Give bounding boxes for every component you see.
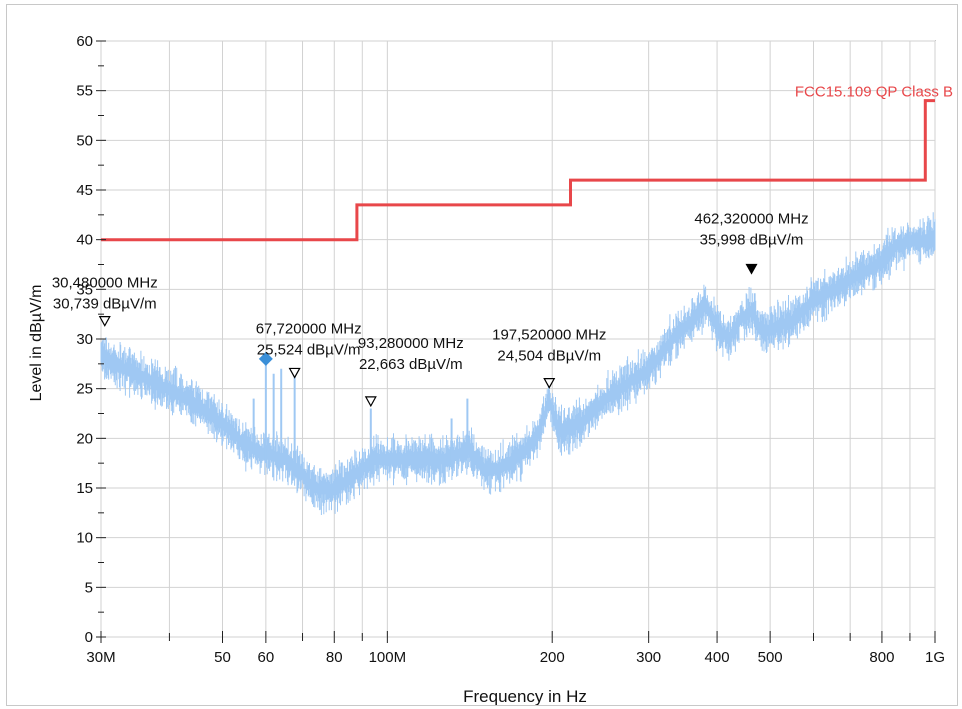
marker-level-label: 30,739 dBµV/m (53, 296, 157, 313)
y-tick-label: 35 (76, 281, 93, 298)
x-tick-label: 60 (258, 649, 275, 666)
measurement-trace (100, 212, 936, 515)
y-tick-label: 50 (76, 132, 93, 149)
chart-frame: FCC15.109 QP Class B 30,480000 MHz 30,739… (6, 4, 958, 706)
x-tick-label: 400 (705, 649, 730, 666)
x-tick-label: 200 (540, 649, 565, 666)
emission-chart: FCC15.109 QP Class B 30,480000 MHz 30,739… (28, 33, 953, 705)
diamond-marker (258, 351, 273, 366)
peak-marker (364, 396, 377, 408)
x-tick-label: 300 (636, 649, 661, 666)
limit-line (101, 99, 935, 242)
peak-marker (98, 316, 111, 327)
x-tick-label: 800 (869, 649, 894, 666)
marker-frequency-label: 93,280000 MHz (358, 335, 464, 352)
y-tick-label: 60 (76, 33, 93, 50)
peak-marker (543, 377, 556, 389)
axes: 0 5 10 15 20 25 30 35 40 45 50 55 60 30M 50 60 80 100M 200… (76, 33, 945, 666)
marker-level-label: 35,998 dBµV/m (700, 231, 804, 248)
x-tick-label: 80 (326, 649, 343, 666)
y-tick-label: 0 (85, 629, 93, 646)
marker-frequency-label: 197,520000 MHz (492, 327, 606, 344)
marker-frequency-label: 462,320000 MHz (694, 210, 808, 227)
x-tick-label: 1G (925, 649, 945, 666)
marker-frequency-label: 30,480000 MHz (52, 275, 158, 292)
marker-frequency-label: 67,720000 MHz (256, 320, 362, 337)
y-tick-label: 20 (76, 430, 93, 447)
x-tick-label: 100M (369, 649, 407, 666)
marker-level-label: 24,504 dBµV/m (497, 348, 601, 365)
x-tick-label: 50 (214, 649, 231, 666)
x-tick-label: 30M (86, 649, 115, 666)
y-axis-label: Level in dBµV/m (28, 285, 45, 402)
y-tick-label: 45 (76, 182, 93, 199)
y-tick-label: 10 (76, 530, 93, 547)
y-tick-label: 40 (76, 232, 93, 249)
marker-level-label: 25,524 dBµV/m (257, 341, 361, 358)
y-tick-label: 30 (76, 331, 93, 348)
x-tick-label: 500 (758, 649, 783, 666)
peak-marker (745, 263, 758, 275)
series-layer: FCC15.109 QP Class B (100, 84, 953, 515)
y-tick-label: 25 (76, 381, 93, 398)
y-tick-label: 55 (76, 83, 93, 100)
marker-level-label: 22,663 dBµV/m (359, 356, 463, 373)
peak-marker (288, 367, 301, 379)
y-tick-label: 15 (76, 480, 93, 497)
x-axis-label: Frequency in Hz (463, 687, 587, 705)
y-tick-label: 5 (85, 579, 93, 596)
limit-label: FCC15.109 QP Class B (795, 84, 953, 101)
markers-layer: 30,480000 MHz 30,739 dBµV/m 67,720000 MHz 2… (52, 210, 809, 408)
